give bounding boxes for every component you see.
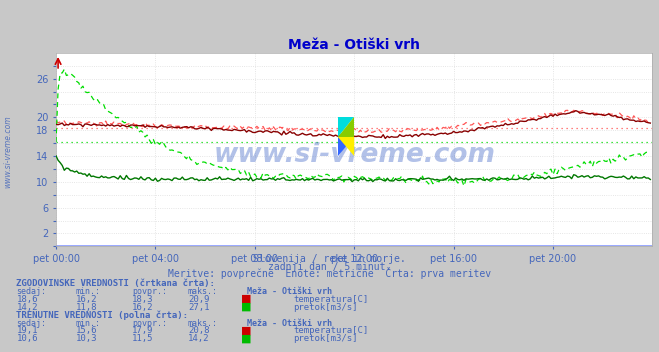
Text: 14,2: 14,2 [188, 334, 210, 344]
Text: Meža - Otiški vrh: Meža - Otiški vrh [247, 319, 332, 328]
Text: ■: ■ [241, 325, 251, 335]
Text: 16,2: 16,2 [76, 295, 98, 304]
Text: zadnji dan / 5 minut.: zadnji dan / 5 minut. [268, 262, 391, 272]
Text: www.si-vreme.com: www.si-vreme.com [214, 143, 495, 168]
Polygon shape [337, 117, 354, 137]
Text: 18,6: 18,6 [16, 295, 38, 304]
Text: maks.:: maks.: [188, 287, 218, 296]
Text: 16,2: 16,2 [132, 303, 154, 312]
Text: www.si-vreme.com: www.si-vreme.com [3, 115, 13, 188]
Text: ■: ■ [241, 333, 251, 344]
Text: ■: ■ [241, 302, 251, 312]
Text: ■: ■ [241, 294, 251, 304]
Text: ZGODOVINSKE VREDNOSTI (črtkana črta):: ZGODOVINSKE VREDNOSTI (črtkana črta): [16, 279, 215, 288]
Text: povpr.:: povpr.: [132, 287, 167, 296]
Text: pretok[m3/s]: pretok[m3/s] [293, 334, 358, 344]
Text: maks.:: maks.: [188, 319, 218, 328]
Title: Meža - Otiški vrh: Meža - Otiški vrh [288, 38, 420, 52]
Polygon shape [337, 137, 354, 156]
Text: temperatura[C]: temperatura[C] [293, 295, 368, 304]
Text: temperatura[C]: temperatura[C] [293, 326, 368, 335]
Text: 11,8: 11,8 [76, 303, 98, 312]
Text: min.:: min.: [76, 287, 101, 296]
Text: povpr.:: povpr.: [132, 319, 167, 328]
Text: 27,1: 27,1 [188, 303, 210, 312]
Text: sedaj:: sedaj: [16, 287, 47, 296]
Text: 19,1: 19,1 [16, 326, 38, 335]
Text: min.:: min.: [76, 319, 101, 328]
Text: Meritve: povprečne  Enote: metrične  Črta: prva meritev: Meritve: povprečne Enote: metrične Črta:… [168, 268, 491, 279]
Polygon shape [337, 117, 354, 137]
Polygon shape [337, 137, 354, 156]
Text: TRENUTNE VREDNOSTI (polna črta):: TRENUTNE VREDNOSTI (polna črta): [16, 310, 188, 320]
Text: 20,8: 20,8 [188, 326, 210, 335]
Text: 11,5: 11,5 [132, 334, 154, 344]
Text: 18,3: 18,3 [132, 295, 154, 304]
Text: 20,9: 20,9 [188, 295, 210, 304]
Text: Meža - Otiški vrh: Meža - Otiški vrh [247, 287, 332, 296]
Text: 10,3: 10,3 [76, 334, 98, 344]
Text: 17,9: 17,9 [132, 326, 154, 335]
Text: 10,6: 10,6 [16, 334, 38, 344]
Text: sedaj:: sedaj: [16, 319, 47, 328]
Text: 14,2: 14,2 [16, 303, 38, 312]
Text: 15,6: 15,6 [76, 326, 98, 335]
Text: pretok[m3/s]: pretok[m3/s] [293, 303, 358, 312]
Text: Slovenija / reke in morje.: Slovenija / reke in morje. [253, 254, 406, 264]
